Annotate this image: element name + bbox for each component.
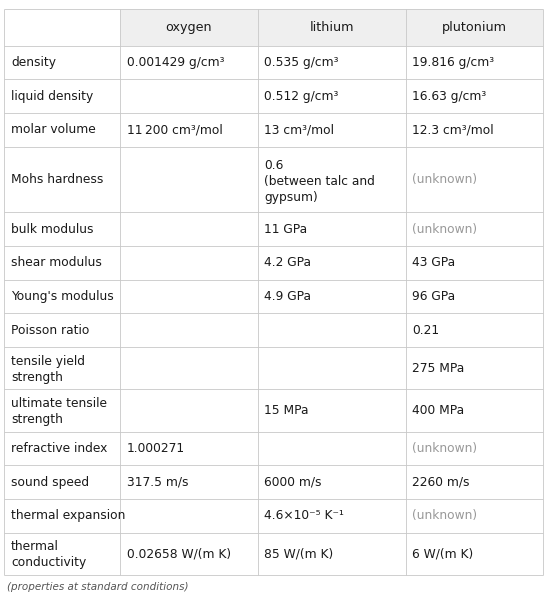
Text: 96 GPa: 96 GPa: [412, 290, 455, 303]
Text: 275 MPa: 275 MPa: [412, 362, 465, 375]
Text: Young's modulus: Young's modulus: [11, 290, 114, 303]
Text: 6000 m/s: 6000 m/s: [264, 476, 322, 489]
Text: (unknown): (unknown): [412, 173, 478, 186]
Text: 15 MPa: 15 MPa: [264, 404, 308, 417]
Text: 0.512 g/cm³: 0.512 g/cm³: [264, 90, 339, 103]
Text: lithium: lithium: [310, 21, 354, 34]
Text: 0.6
(between talc and
gypsum): 0.6 (between talc and gypsum): [264, 159, 375, 204]
Bar: [406, 9, 543, 46]
Text: thermal
conductivity: thermal conductivity: [11, 541, 86, 569]
Text: 19.816 g/cm³: 19.816 g/cm³: [412, 56, 495, 69]
Bar: [258, 9, 406, 46]
Text: shear modulus: shear modulus: [11, 256, 102, 269]
Text: 0.001429 g/cm³: 0.001429 g/cm³: [127, 56, 224, 69]
Text: 1.000271: 1.000271: [127, 442, 185, 455]
Text: oxygen: oxygen: [165, 21, 212, 34]
Text: 400 MPa: 400 MPa: [412, 404, 465, 417]
Text: 4.2 GPa: 4.2 GPa: [264, 256, 311, 269]
Text: 6 W/(m K): 6 W/(m K): [412, 547, 473, 560]
Text: Poisson ratio: Poisson ratio: [11, 323, 90, 336]
Bar: [120, 9, 258, 46]
Text: thermal expansion: thermal expansion: [11, 509, 125, 522]
Text: Mohs hardness: Mohs hardness: [11, 173, 103, 186]
Text: (properties at standard conditions): (properties at standard conditions): [7, 582, 188, 592]
Text: refractive index: refractive index: [11, 442, 108, 455]
Text: (unknown): (unknown): [412, 442, 478, 455]
Text: 13 cm³/mol: 13 cm³/mol: [264, 124, 334, 137]
Text: 317.5 m/s: 317.5 m/s: [127, 476, 188, 489]
Text: ultimate tensile
strength: ultimate tensile strength: [11, 397, 107, 426]
Text: 2260 m/s: 2260 m/s: [412, 476, 470, 489]
Text: 0.535 g/cm³: 0.535 g/cm³: [264, 56, 339, 69]
Text: liquid density: liquid density: [11, 90, 93, 103]
Text: sound speed: sound speed: [11, 476, 89, 489]
Text: 0.02658 W/(m K): 0.02658 W/(m K): [127, 547, 231, 560]
Text: 16.63 g/cm³: 16.63 g/cm³: [412, 90, 486, 103]
Text: plutonium: plutonium: [442, 21, 507, 34]
Text: 11 GPa: 11 GPa: [264, 223, 307, 236]
Text: density: density: [11, 56, 56, 69]
Text: 85 W/(m K): 85 W/(m K): [264, 547, 334, 560]
Text: 43 GPa: 43 GPa: [412, 256, 455, 269]
Text: tensile yield
strength: tensile yield strength: [11, 355, 85, 384]
Text: 4.6×10⁻⁵ K⁻¹: 4.6×10⁻⁵ K⁻¹: [264, 509, 344, 522]
Text: (unknown): (unknown): [412, 509, 478, 522]
Text: 11 200 cm³/mol: 11 200 cm³/mol: [127, 124, 223, 137]
Text: 12.3 cm³/mol: 12.3 cm³/mol: [412, 124, 494, 137]
Text: molar volume: molar volume: [11, 124, 96, 137]
Text: (unknown): (unknown): [412, 223, 478, 236]
Text: 0.21: 0.21: [412, 323, 440, 336]
Text: 4.9 GPa: 4.9 GPa: [264, 290, 311, 303]
Text: bulk modulus: bulk modulus: [11, 223, 93, 236]
